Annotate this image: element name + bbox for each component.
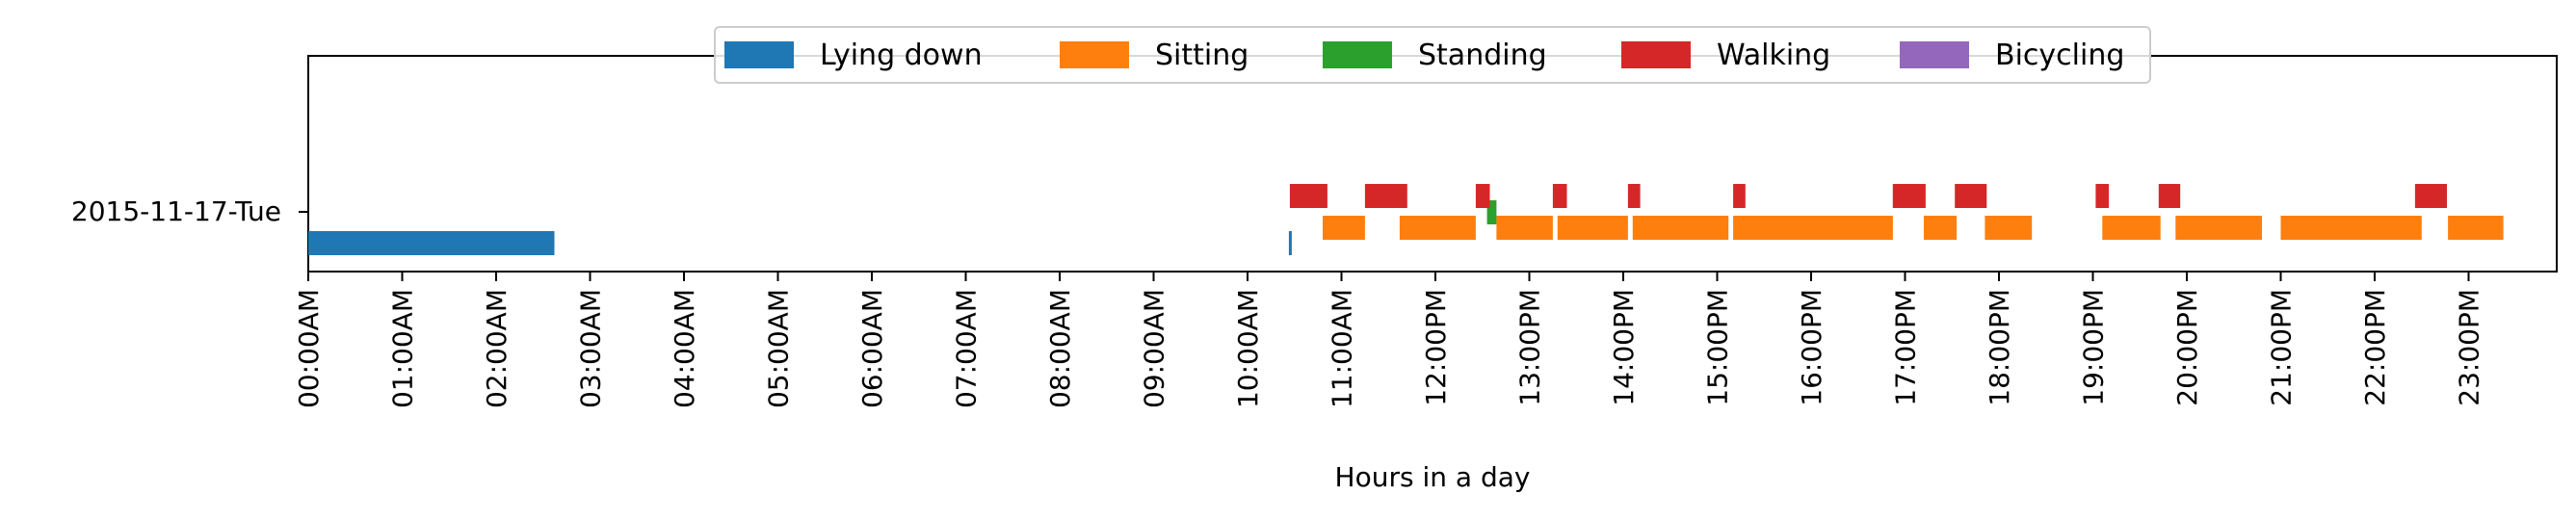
x-tick-label: 09:00AM xyxy=(1139,289,1170,408)
legend-label-sitting: Sitting xyxy=(1155,39,1249,72)
bar-walking-5 xyxy=(1733,184,1746,208)
x-tick-label: 13:00PM xyxy=(1514,289,1546,406)
bar-walking-10 xyxy=(2414,184,2447,208)
legend-label-standing: Standing xyxy=(1418,39,1547,72)
bar-walking-2 xyxy=(1475,184,1490,208)
x-tick-label: 03:00AM xyxy=(575,289,607,408)
bar-sitting-4 xyxy=(1632,216,1729,240)
bar-walking-6 xyxy=(1892,184,1926,208)
legend-swatch-standing xyxy=(1323,41,1392,68)
bar-sitting-1 xyxy=(1399,216,1476,240)
bar-sitting-0 xyxy=(1323,216,1365,240)
x-tick-label: 10:00AM xyxy=(1232,289,1264,408)
x-tick-label: 05:00AM xyxy=(763,289,795,408)
legend-label-lying-down: Lying down xyxy=(820,39,983,72)
x-tick-label: 16:00PM xyxy=(1796,289,1827,406)
legend-swatch-bicycling xyxy=(1900,41,1969,68)
bar-sitting-9 xyxy=(2175,216,2262,240)
bar-sitting-8 xyxy=(2102,216,2161,240)
bar-standing-0 xyxy=(1486,200,1497,224)
x-tick-label: 00:00AM xyxy=(293,289,325,408)
y-axis-tick: 2015-11-17-Tue xyxy=(71,195,308,227)
x-tick-label: 21:00PM xyxy=(2266,289,2298,406)
x-tick-label: 15:00PM xyxy=(1702,289,1734,406)
legend-swatch-lying-down xyxy=(724,41,794,68)
bar-walking-8 xyxy=(2095,184,2110,208)
x-axis-ticks: 00:00AM 01:00AM 02:00AM 03:00AM 04:00AM 05:00… xyxy=(293,272,2485,408)
bar-walking-4 xyxy=(1627,184,1641,208)
x-tick-label: 02:00AM xyxy=(481,289,513,408)
y-tick-label: 2015-11-17-Tue xyxy=(71,195,281,227)
bar-sitting-3 xyxy=(1557,216,1628,240)
x-tick-label: 17:00PM xyxy=(1890,289,1922,406)
x-tick-label: 12:00PM xyxy=(1420,289,1452,406)
bar-walking-3 xyxy=(1552,184,1567,208)
x-axis-label: Hours in a day xyxy=(1335,461,1531,493)
x-tick-label: 18:00PM xyxy=(1984,289,2015,406)
bar-lying-down-0 xyxy=(308,231,555,255)
bar-walking-7 xyxy=(1955,184,1987,208)
x-tick-label: 06:00AM xyxy=(856,289,888,408)
x-tick-label: 11:00AM xyxy=(1327,289,1358,408)
bar-lying-down-1 xyxy=(1288,231,1292,255)
x-tick-label: 14:00PM xyxy=(1608,289,1640,406)
bar-sitting-7 xyxy=(1985,216,2033,240)
legend-label-bicycling: Bicycling xyxy=(1995,39,2124,72)
legend-swatch-walking xyxy=(1621,41,1691,68)
bar-walking-9 xyxy=(2158,184,2181,208)
x-tick-label: 19:00PM xyxy=(2078,289,2110,406)
x-tick-label: 07:00AM xyxy=(951,289,983,408)
legend-swatch-sitting xyxy=(1060,41,1129,68)
x-tick-label: 23:00PM xyxy=(2454,289,2485,406)
legend-frame xyxy=(714,26,2151,84)
legend-label-walking: Walking xyxy=(1717,39,1830,72)
bar-sitting-5 xyxy=(1733,216,1893,240)
bar-walking-0 xyxy=(1289,184,1327,208)
bar-sitting-6 xyxy=(1924,216,1958,240)
bar-sitting-10 xyxy=(2280,216,2422,240)
bar-walking-1 xyxy=(1364,184,1407,208)
x-tick-label: 08:00AM xyxy=(1044,289,1076,408)
bar-sitting-2 xyxy=(1496,216,1553,240)
x-tick-label: 04:00AM xyxy=(669,289,700,408)
activity-bars xyxy=(308,184,2504,255)
legend: Lying down Sitting Standing Walking Bicyclin… xyxy=(714,26,2151,84)
x-tick-label: 20:00PM xyxy=(2171,289,2203,406)
x-tick-label: 22:00PM xyxy=(2359,289,2391,406)
bar-sitting-11 xyxy=(2448,216,2504,240)
x-tick-label: 01:00AM xyxy=(387,289,419,408)
